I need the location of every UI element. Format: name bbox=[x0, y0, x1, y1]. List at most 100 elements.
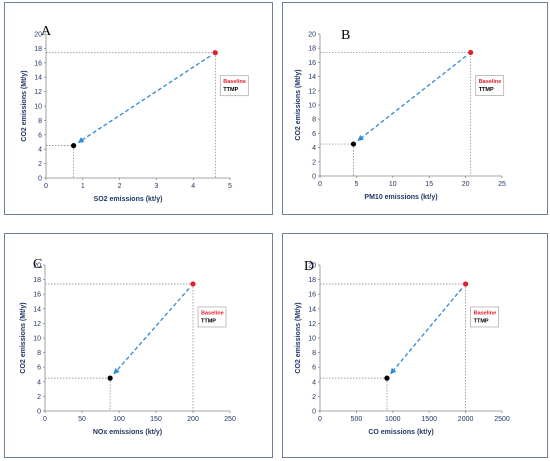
chart-c-x-tick-label: 200 bbox=[187, 416, 199, 423]
chart-c-x-tick-label: 100 bbox=[113, 416, 125, 423]
chart-a-y-tick-label: 2 bbox=[38, 161, 42, 168]
chart-c-y-tick-label: 8 bbox=[37, 350, 41, 357]
chart-b-y-tick-label: 18 bbox=[308, 46, 316, 53]
chart-d-x-axis-label: CO emissions (kt/y) bbox=[368, 429, 433, 436]
chart-b-y-tick-label: 14 bbox=[308, 74, 316, 81]
chart-c-y-tick-label: 14 bbox=[33, 306, 41, 313]
chart-b-y-tick-label: 6 bbox=[312, 131, 316, 138]
chart-d-x-tick-label: 2000 bbox=[458, 416, 474, 423]
chart-d-svg: D 0 500 1000 1500 2000 2500 0 2 4 6 8 10 12 14 16 18 20 CO… bbox=[295, 259, 510, 436]
chart-c-legend-baseline: Baseline bbox=[201, 310, 224, 316]
chart-b-x-tick-label: 5 bbox=[354, 181, 358, 188]
chart-d-y-tick-label: 4 bbox=[312, 379, 316, 386]
chart-a-point-baseline bbox=[212, 50, 218, 56]
chart-c-trend-arrow bbox=[113, 288, 190, 375]
chart-b-y-tick-label: 0 bbox=[312, 174, 316, 181]
chart-c-y-axis-label: CO2 emissions (Mt/y) bbox=[20, 302, 27, 373]
chart-a-y-axis-label: CO2 emissions (Mt/y) bbox=[21, 70, 28, 141]
chart-b-x-tick-label: 20 bbox=[462, 181, 470, 188]
chart-c-x-tick-label: 250 bbox=[224, 416, 236, 423]
chart-b-x-tick-label: 15 bbox=[425, 181, 433, 188]
chart-c-y-tick-label: 16 bbox=[33, 292, 41, 299]
chart-a-legend-baseline: Baseline bbox=[223, 79, 246, 85]
chart-panel-a: A 0 1 2 3 4 5 0 2 4 6 8 10 12 14 16 18 20 SO2 emissions (k… bbox=[4, 2, 273, 215]
chart-c-y-tick-label: 0 bbox=[37, 409, 41, 416]
chart-d-x-tick-label: 500 bbox=[351, 416, 363, 423]
chart-a-x-tick-label: 3 bbox=[154, 183, 158, 190]
chart-d-y-tick-label: 8 bbox=[312, 350, 316, 357]
chart-a-x-axis-label: SO2 emissions (kt/y) bbox=[94, 196, 163, 203]
chart-c-y-tick-label: 6 bbox=[37, 365, 41, 372]
chart-a-x-tick-label: 0 bbox=[44, 183, 48, 190]
chart-d-y-tick-label: 0 bbox=[312, 409, 316, 416]
chart-d-x-tick-label: 2500 bbox=[494, 416, 510, 423]
chart-a-y-tick-label: 4 bbox=[38, 147, 42, 154]
chart-c-svg: C 0 50 100 150 200 250 0 2 4 6 8 10 12 14 16 18 20 NOx emi… bbox=[20, 257, 236, 436]
chart-d-panel-letter: D bbox=[304, 259, 314, 274]
chart-a-legend bbox=[219, 75, 249, 97]
chart-d-y-tick-label: 10 bbox=[308, 336, 316, 343]
chart-c-legend bbox=[197, 306, 227, 328]
chart-b-legend bbox=[475, 75, 505, 96]
chart-b-x-tick-label: 0 bbox=[318, 181, 322, 188]
chart-a-x-tick-label: 2 bbox=[118, 183, 122, 190]
chart-c-x-axis-label: NOx emissions (kt/y) bbox=[93, 429, 162, 436]
chart-b-trend-arrow bbox=[357, 55, 467, 141]
chart-b-x-tick-label: 25 bbox=[498, 181, 506, 188]
chart-b-y-tick-label: 20 bbox=[308, 32, 316, 39]
chart-b-legend-ttmp: TTMP bbox=[479, 87, 494, 93]
chart-c-x-tick-label: 150 bbox=[150, 416, 162, 423]
chart-a-x-tick-label: 1 bbox=[81, 183, 85, 190]
chart-a-y-tick-label: 10 bbox=[34, 104, 42, 111]
chart-c-y-tick-label: 20 bbox=[33, 263, 41, 270]
chart-a-y-tick-label: 12 bbox=[34, 89, 42, 96]
chart-d-y-tick-label: 16 bbox=[308, 292, 316, 299]
chart-a-legend-ttmp: TTMP bbox=[223, 87, 238, 93]
chart-a-y-tick-label: 14 bbox=[34, 75, 42, 82]
chart-c-point-baseline bbox=[190, 281, 196, 287]
chart-d-y-tick-label: 2 bbox=[312, 394, 316, 401]
chart-d-y-tick-label: 20 bbox=[308, 263, 316, 270]
chart-c-panel-letter: C bbox=[33, 257, 42, 272]
chart-b-svg: B 0 5 10 15 20 25 0 2 4 6 8 10 12 14 16 18 20 PM10 emissio… bbox=[295, 28, 506, 201]
chart-c-y-tick-label: 10 bbox=[33, 336, 41, 343]
chart-a-x-tick-label: 5 bbox=[228, 183, 232, 190]
chart-c-point-ttmp bbox=[107, 375, 113, 381]
chart-d-x-tick-label: 1500 bbox=[421, 416, 437, 423]
chart-a-trend-arrow bbox=[77, 55, 211, 143]
chart-panel-d: D 0 500 1000 1500 2000 2500 0 2 4 6 8 10 12 14 16 18 20 CO… bbox=[282, 233, 548, 458]
chart-a-y-tick-label: 0 bbox=[38, 176, 42, 183]
chart-a-x-tick-label: 4 bbox=[191, 183, 195, 190]
chart-a-y-tick-label: 8 bbox=[38, 118, 42, 125]
chart-d-legend-baseline: Baseline bbox=[474, 310, 497, 316]
chart-c-legend-ttmp: TTMP bbox=[201, 318, 216, 324]
chart-b-x-tick-label: 10 bbox=[389, 181, 397, 188]
chart-b-panel-letter: B bbox=[341, 28, 350, 43]
chart-a-panel-letter: A bbox=[41, 24, 52, 39]
chart-b-point-baseline bbox=[468, 49, 474, 56]
chart-b-point-ttmp bbox=[350, 141, 357, 147]
chart-a-point-ttmp bbox=[71, 143, 77, 149]
chart-d-y-tick-label: 12 bbox=[308, 321, 316, 328]
chart-b-y-axis-label: CO2 emissions (Mt/y) bbox=[295, 69, 302, 140]
chart-panel-b: B 0 5 10 15 20 25 0 2 4 6 8 10 12 14 16 18 20 PM10 emissio… bbox=[282, 2, 548, 215]
chart-d-x-tick-label: 1000 bbox=[385, 416, 401, 423]
chart-c-y-tick-label: 4 bbox=[37, 379, 41, 386]
chart-b-y-tick-label: 10 bbox=[308, 103, 316, 110]
chart-d-point-baseline bbox=[463, 281, 469, 287]
chart-a-y-tick-label: 16 bbox=[34, 60, 42, 67]
chart-a-y-tick-label: 6 bbox=[38, 132, 42, 139]
chart-d-y-tick-label: 14 bbox=[308, 306, 316, 313]
chart-b-y-tick-label: 2 bbox=[312, 159, 316, 166]
chart-panel-c: C 0 50 100 150 200 250 0 2 4 6 8 10 12 14 16 18 20 NOx emi… bbox=[4, 233, 273, 458]
chart-b-y-tick-label: 4 bbox=[312, 145, 316, 152]
chart-b-y-tick-label: 16 bbox=[308, 60, 316, 67]
chart-d-y-axis-label: CO2 emissions (Mt/y) bbox=[295, 302, 302, 373]
chart-c-x-tick-label: 0 bbox=[43, 416, 47, 423]
chart-c-y-tick-label: 2 bbox=[37, 394, 41, 401]
chart-b-x-axis-label: PM10 emissions (kt/y) bbox=[364, 194, 437, 201]
chart-d-trend-arrow bbox=[390, 288, 463, 375]
chart-a-y-tick-label: 20 bbox=[34, 32, 42, 39]
chart-c-y-tick-label: 12 bbox=[33, 321, 41, 328]
